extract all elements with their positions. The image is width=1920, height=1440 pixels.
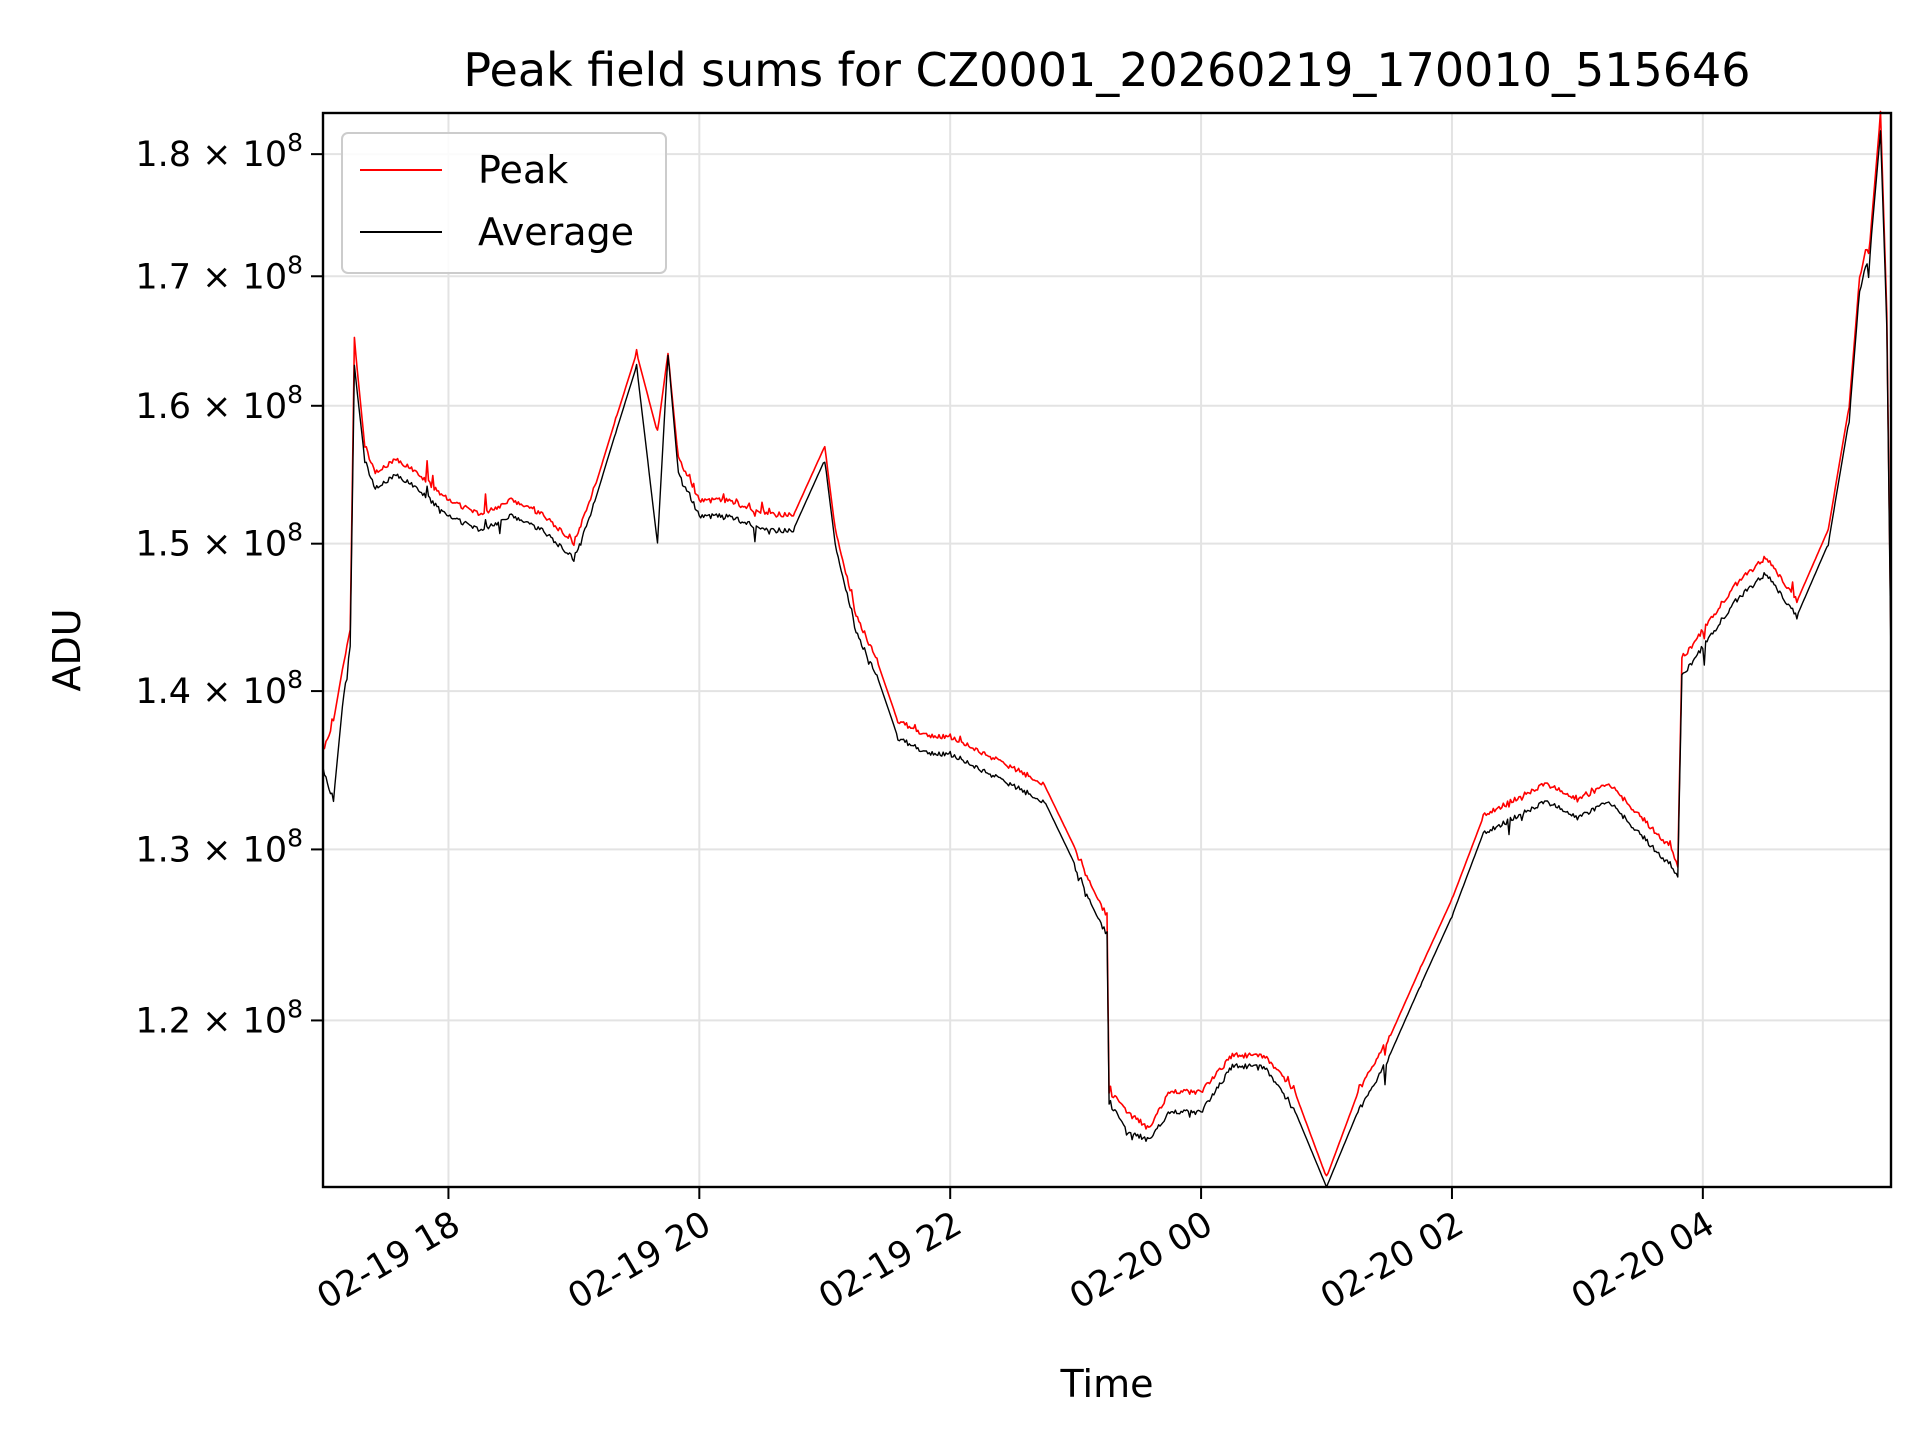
grid <box>323 113 1891 1187</box>
y-tick-label: 1.2 × 108 <box>135 994 303 1041</box>
x-tick-label: 02-20 04 <box>1565 1204 1721 1317</box>
plot-frame <box>321 111 1893 1189</box>
x-tick-label: 02-19 18 <box>311 1204 467 1317</box>
y-axis-label: ADU <box>45 608 89 691</box>
chart-title: Peak field sums for CZ0001_20260219_1700… <box>463 43 1750 97</box>
y-tick-label: 1.5 × 108 <box>135 518 303 565</box>
y-tick-label: 1.4 × 108 <box>135 665 303 712</box>
series-lines <box>322 110 1892 1188</box>
x-tick-label: 02-19 20 <box>562 1204 718 1317</box>
y-tick-label: 1.7 × 108 <box>135 250 303 297</box>
y-axis-ticks: 1.2 × 108 1.3 × 108 1.4 × 108 1.5 × 108 1.6 … <box>135 128 323 1041</box>
y-tick-label: 1.3 × 108 <box>135 823 303 870</box>
y-tick-label: 1.6 × 108 <box>135 380 303 427</box>
legend-label-average: Average <box>478 210 634 254</box>
x-tick-label: 02-20 00 <box>1063 1204 1219 1317</box>
series-line-peak <box>322 110 1892 1177</box>
series-line-average <box>322 130 1892 1188</box>
legend-label-peak: Peak <box>478 148 568 192</box>
x-tick-label: 02-19 22 <box>812 1204 968 1317</box>
x-tick-label: 02-20 02 <box>1314 1204 1470 1317</box>
legend: Peak Average <box>341 132 667 274</box>
y-tick-label: 1.8 × 108 <box>135 128 303 175</box>
legend-box <box>341 132 667 274</box>
x-axis-ticks: 02-19 18 02-19 20 02-19 22 02-20 00 02-20 02… <box>311 1187 1721 1317</box>
x-axis-label: Time <box>1060 1362 1154 1406</box>
